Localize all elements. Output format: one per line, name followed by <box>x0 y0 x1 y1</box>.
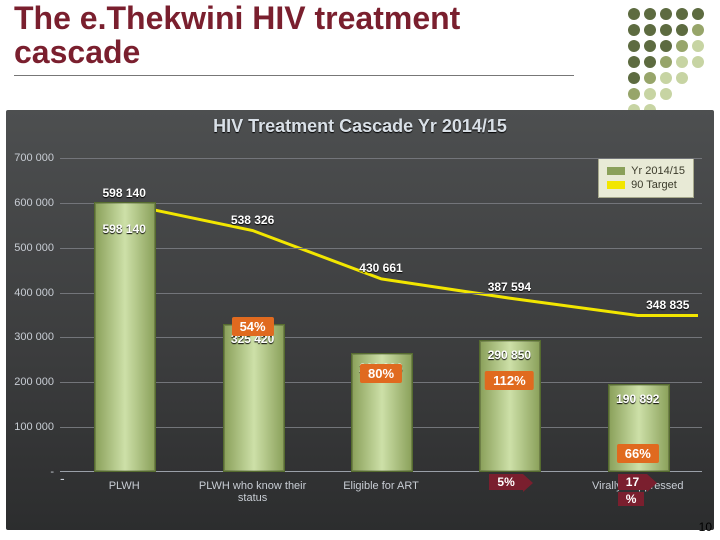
target-value-label: 387 594 <box>449 280 569 294</box>
y-tick-label: 200 000 <box>10 376 54 388</box>
percent-box: 54% <box>232 317 274 336</box>
x-category-label: Eligible for ART <box>321 480 441 492</box>
target-value-label: 598 140 <box>64 186 184 200</box>
x-axis-origin-dash: - <box>60 470 65 486</box>
bar-value-label: 598 140 <box>64 222 184 236</box>
bar-value-label: 190 892 <box>578 392 698 406</box>
y-tick-label: 100 000 <box>10 421 54 433</box>
x-category-label: PLWH <box>64 480 184 492</box>
callout-arrow: % <box>618 492 645 506</box>
bar <box>223 324 285 472</box>
gridline <box>60 337 702 338</box>
bar <box>94 202 156 472</box>
y-tick-label: 300 000 <box>10 331 54 343</box>
title-wrap: The e.Thekwini HIV treatment cascade <box>14 2 574 76</box>
page-number: 10 <box>699 520 712 534</box>
x-category-label: PLWH who know their status <box>193 480 313 504</box>
callout-arrow: 17 <box>618 474 647 490</box>
slide: The e.Thekwini HIV treatment cascade HIV… <box>0 0 720 540</box>
callout-arrow: 5% <box>489 474 522 490</box>
target-value-label: 538 326 <box>193 213 313 227</box>
chart-panel: HIV Treatment Cascade Yr 2014/15 Yr 2014… <box>6 110 714 530</box>
gridline <box>60 248 702 249</box>
chart-title: HIV Treatment Cascade Yr 2014/15 <box>6 116 714 137</box>
y-tick-label: 500 000 <box>10 242 54 254</box>
y-tick-label: 600 000 <box>10 197 54 209</box>
target-value-label: 348 835 <box>608 298 720 312</box>
percent-box: 80% <box>360 364 402 383</box>
bar-value-label: 290 850 <box>449 348 569 362</box>
y-tick-label: 700 000 <box>10 152 54 164</box>
gridline <box>60 203 702 204</box>
percent-box: 112% <box>485 371 534 390</box>
plot-area: -100 000200 000300 000400 000500 000600 … <box>60 158 702 472</box>
percent-box: 66% <box>617 444 659 463</box>
y-tick-label: - <box>10 466 54 478</box>
slide-title: The e.Thekwini HIV treatment cascade <box>14 2 574 69</box>
gridline <box>60 158 702 159</box>
gridline <box>60 293 702 294</box>
y-tick-label: 400 000 <box>10 287 54 299</box>
corner-dot-deco <box>628 8 706 118</box>
target-value-label: 430 661 <box>321 261 441 275</box>
